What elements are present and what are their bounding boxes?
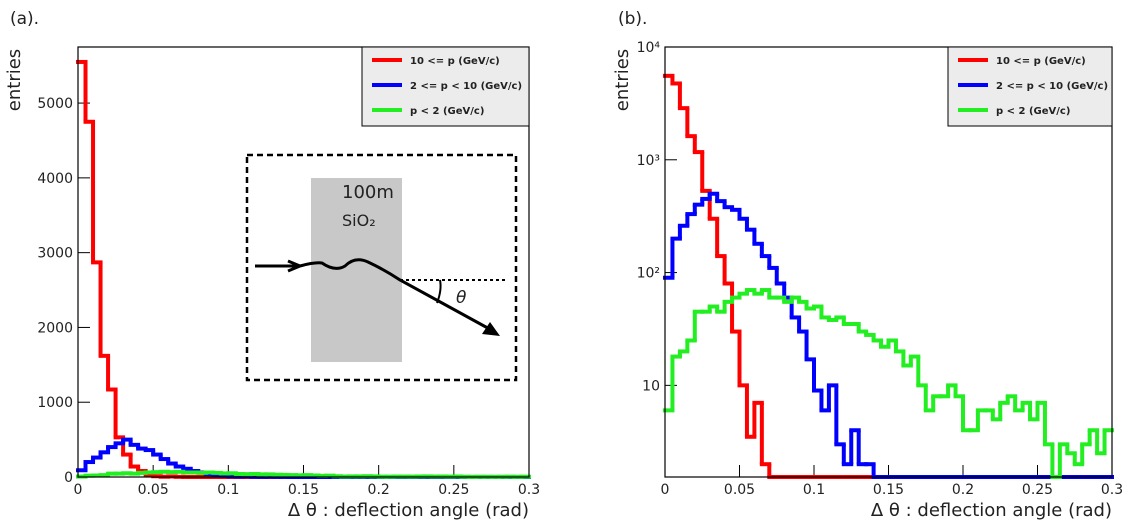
plot-frame: [77, 46, 530, 478]
legend-label: 10 <= p (GeV/c): [410, 56, 500, 67]
y-tick-label: 10³: [637, 153, 660, 169]
x-tick-label: 0.05: [138, 482, 169, 498]
x-tick-label: 0.25: [1022, 482, 1053, 498]
x-tick-label: 0.2: [368, 482, 390, 498]
x-tick-label: 0.25: [438, 482, 469, 498]
legend-label: p < 2 (GeV/c): [996, 106, 1070, 117]
y-tick-label: 10²: [637, 266, 660, 282]
panel-label: (a).: [10, 9, 39, 29]
x-tick-label: 0: [74, 482, 83, 498]
y-axis-label: entries: [4, 49, 25, 111]
x-tick-label: 0.3: [1101, 482, 1123, 498]
arrow-head: [482, 322, 500, 336]
angle-arc: [436, 279, 442, 304]
y-tick-label: 5000: [37, 96, 73, 112]
x-tick-label: 0.15: [288, 482, 319, 498]
legend-label: 2 <= p < 10 (GeV/c): [410, 81, 522, 92]
x-tick-label: 0.3: [518, 482, 540, 498]
thickness-label: 100m: [342, 182, 394, 203]
y-tick-label: 0: [64, 470, 73, 486]
x-tick-label: 0.1: [803, 482, 825, 498]
trajectory: [255, 258, 496, 334]
x-tick-label: 0.15: [873, 482, 904, 498]
legend-label: 10 <= p (GeV/c): [996, 56, 1086, 67]
legend-label: p < 2 (GeV/c): [410, 106, 484, 117]
x-axis-label: Δ θ : deflection angle (rad): [871, 500, 1112, 521]
plot-frame: [664, 46, 1113, 478]
panel-label: (b).: [618, 9, 647, 29]
material-label: SiO₂: [342, 211, 376, 230]
legend-label: 2 <= p < 10 (GeV/c): [996, 81, 1108, 92]
inset-frame: [245, 153, 518, 382]
y-tick-label: 2000: [37, 320, 73, 336]
oxide-layer: [311, 178, 402, 362]
x-tick-label: 0: [661, 482, 670, 498]
x-tick-label: 0.05: [724, 482, 755, 498]
y-tick-label: 1000: [37, 395, 73, 411]
x-tick-label: 0.2: [952, 482, 974, 498]
y-tick-label: 10⁴: [637, 40, 661, 56]
angle-label: θ: [456, 288, 467, 308]
x-axis-label: Δ θ : deflection angle (rad): [288, 500, 529, 521]
inset-diagram: 100m SiO₂ θ: [245, 153, 518, 382]
y-axis-label: entries: [612, 49, 633, 111]
y-tick-label: 4000: [37, 171, 73, 187]
x-tick-label: 0.1: [217, 482, 239, 498]
y-tick-label: 3000: [37, 246, 73, 262]
y-tick-label: 10: [642, 378, 660, 394]
